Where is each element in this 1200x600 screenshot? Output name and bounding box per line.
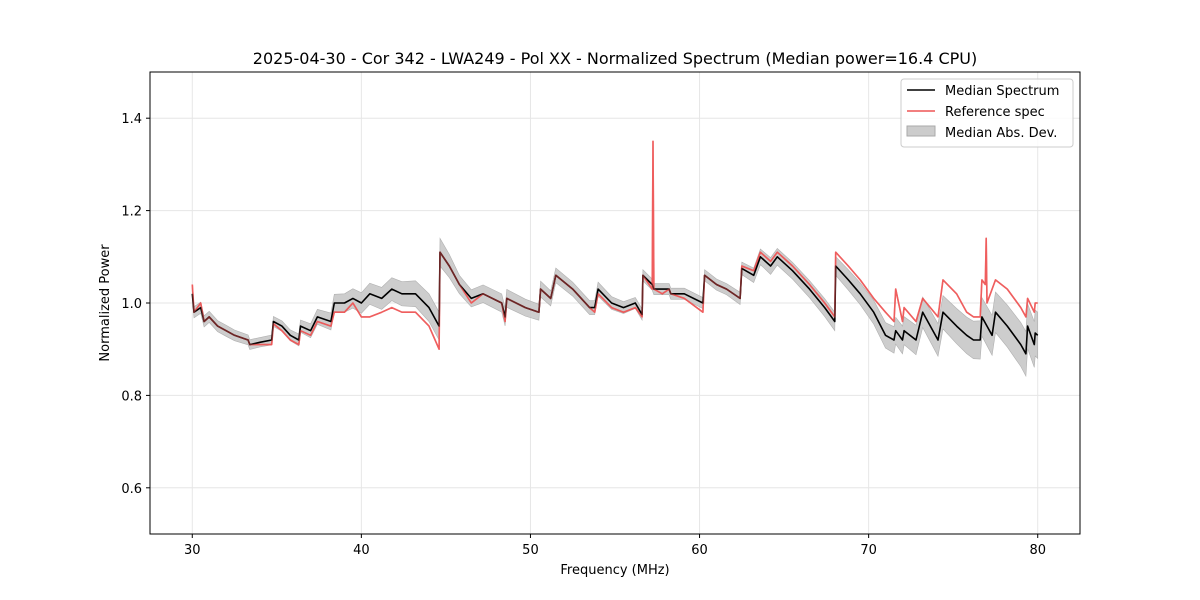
legend-swatch-mad xyxy=(906,125,936,137)
y-tick-label: 1.4 xyxy=(121,112,142,127)
y-tick-label: 0.6 xyxy=(121,482,142,497)
x-tick-label: 60 xyxy=(691,543,708,558)
legend-label-mad: Median Abs. Dev. xyxy=(945,126,1057,141)
x-tick-label: 40 xyxy=(353,543,370,558)
legend-label-median: Median Spectrum xyxy=(945,84,1059,99)
mad-band xyxy=(192,237,1038,378)
x-tick-label: 30 xyxy=(184,543,201,558)
legend: Median Spectrum Reference spec Median Ab… xyxy=(900,78,1074,148)
series-lines xyxy=(191,140,1039,355)
chart-title: 2025-04-30 - Cor 342 - LWA249 - Pol XX -… xyxy=(253,49,977,68)
x-axis-label: Frequency (MHz) xyxy=(560,563,669,578)
x-tick-label: 50 xyxy=(522,543,539,558)
mad-band-area xyxy=(192,237,1038,378)
x-tick-label: 80 xyxy=(1029,543,1046,558)
legend-label-reference: Reference spec xyxy=(945,105,1045,120)
y-tick-label: 0.8 xyxy=(121,389,142,404)
x-axis-ticks: 30 40 50 60 70 80 xyxy=(184,534,1046,558)
reference-spec-overlay xyxy=(191,140,1038,350)
y-tick-label: 1.2 xyxy=(121,205,142,220)
median-spectrum-line xyxy=(191,251,1039,355)
legend-box xyxy=(900,78,1074,148)
y-tick-label: 1.0 xyxy=(121,297,142,312)
x-tick-label: 70 xyxy=(860,543,877,558)
y-axis-label: Normalized Power xyxy=(98,244,113,362)
y-axis-ticks: 0.6 0.8 1.0 1.2 1.4 xyxy=(121,112,150,497)
